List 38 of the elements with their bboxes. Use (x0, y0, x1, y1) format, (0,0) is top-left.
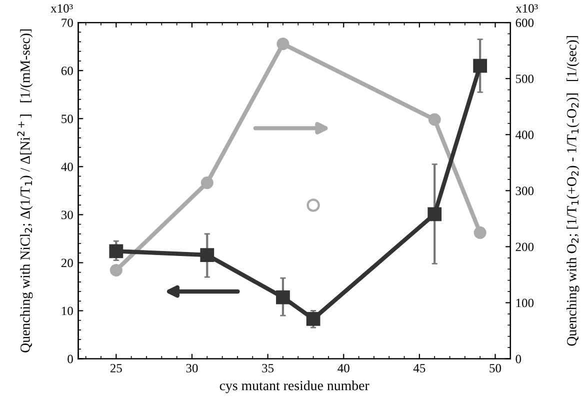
point (428, 207, 442, 222)
point (306, 312, 320, 326)
point (428, 113, 441, 126)
y-tick-label: 40 (61, 162, 73, 172)
text: Quenching with O$_{2}$; [1/T$_{1}$(+O$_{2}$) - 1/T$_{1}$(-O$_{2}$)] [1/(sec)] (566, 36, 580, 346)
y-tick-label: 60 (61, 66, 73, 76)
x-tick-label: 30 (186, 364, 198, 372)
point (276, 290, 290, 304)
y-axis-title: Quenching with NiCl$_{2}$; Δ(1/T$_{1}$) / Δ[Ni$^{2+}$] [1/(mM-sec)] (17, 29, 33, 352)
point (474, 226, 486, 239)
y2-tick-label: 100 (516, 298, 534, 308)
x-axis-title: cys mutant residue number (220, 380, 370, 394)
y-tick-label: 70 (62, 18, 73, 28)
y-tick-label: 0 (68, 354, 73, 364)
x-tick-label: 45 (413, 364, 426, 372)
y2-tick-label: 300 (516, 186, 534, 196)
x-tick-label: 50 (490, 364, 502, 372)
y-tick-label: 20 (61, 258, 73, 268)
text: x10³ (50, 4, 73, 13)
x-tick-label: 35 (262, 364, 274, 372)
y2-tick-label: 500 (516, 74, 534, 84)
point (109, 244, 124, 258)
point (200, 176, 214, 190)
x-tick-label: 40 (338, 364, 350, 372)
y2-tick-label: 400 (516, 130, 534, 140)
point (276, 38, 290, 50)
text: x10³ (516, 4, 538, 13)
x-tick-label: 25 (110, 364, 122, 372)
point (200, 248, 214, 262)
y2-tick-label: 0 (516, 354, 522, 364)
y2-tick-label: 600 (516, 18, 534, 28)
point (110, 264, 122, 276)
point (306, 198, 320, 212)
y-tick-label: 50 (62, 114, 73, 124)
y-tick-label: 10 (62, 306, 73, 316)
y-tick-label: 30 (61, 210, 73, 220)
y2-tick-label: 200 (516, 242, 534, 252)
point (473, 58, 488, 73)
